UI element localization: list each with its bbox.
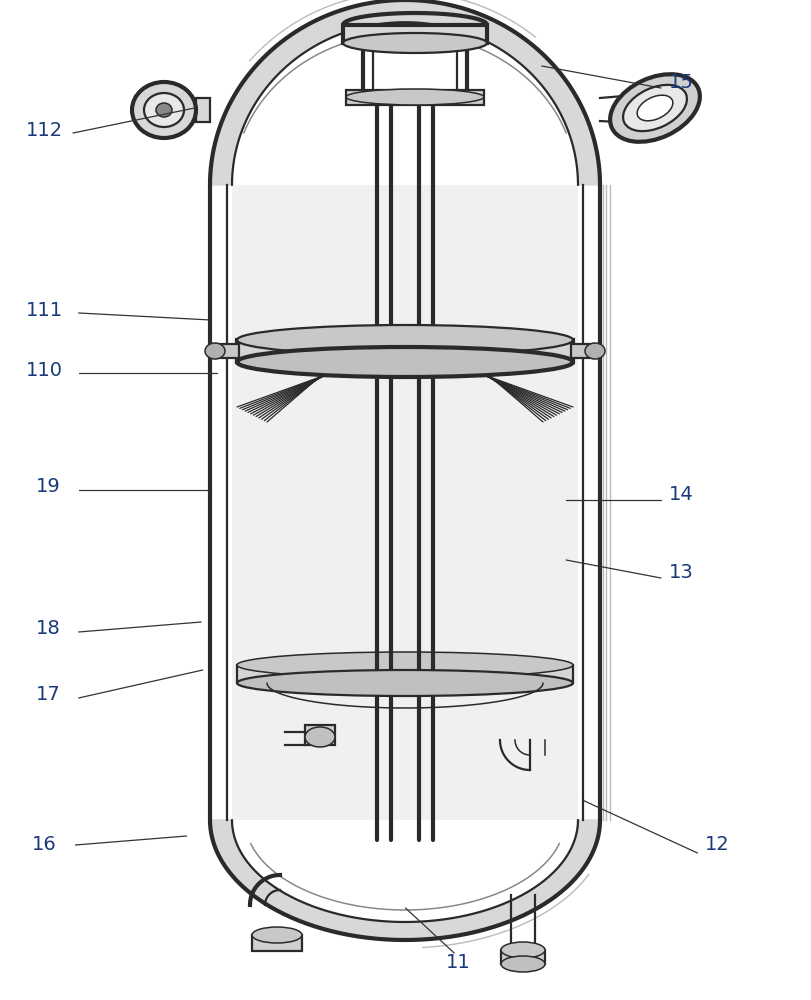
Ellipse shape xyxy=(205,343,225,359)
Ellipse shape xyxy=(637,95,673,121)
Text: 112: 112 xyxy=(26,120,63,139)
Bar xyxy=(305,725,335,745)
Polygon shape xyxy=(210,820,600,940)
Ellipse shape xyxy=(144,93,184,127)
Text: 18: 18 xyxy=(36,618,61,638)
Bar xyxy=(571,344,595,358)
Text: 17: 17 xyxy=(36,686,61,704)
Text: 111: 111 xyxy=(26,300,63,320)
Bar xyxy=(237,340,573,362)
Ellipse shape xyxy=(346,89,484,105)
Text: 16: 16 xyxy=(32,836,57,854)
Bar xyxy=(346,90,484,105)
Text: 110: 110 xyxy=(26,360,63,379)
Ellipse shape xyxy=(585,343,605,359)
Bar xyxy=(252,935,302,951)
Ellipse shape xyxy=(237,652,573,678)
Ellipse shape xyxy=(501,942,545,958)
Polygon shape xyxy=(210,0,600,185)
Ellipse shape xyxy=(501,956,545,972)
Ellipse shape xyxy=(237,670,573,696)
Bar xyxy=(215,344,239,358)
Text: 13: 13 xyxy=(669,562,693,582)
Text: 19: 19 xyxy=(36,478,61,496)
Ellipse shape xyxy=(305,727,335,747)
Ellipse shape xyxy=(132,82,196,138)
Bar xyxy=(237,665,573,683)
Text: 14: 14 xyxy=(669,486,693,504)
Bar xyxy=(501,950,545,964)
Ellipse shape xyxy=(156,103,172,117)
Bar xyxy=(196,98,210,122)
Text: 15: 15 xyxy=(669,73,693,92)
Ellipse shape xyxy=(252,927,302,943)
Bar xyxy=(210,185,600,820)
Ellipse shape xyxy=(343,33,487,53)
Ellipse shape xyxy=(237,325,573,355)
Ellipse shape xyxy=(237,347,573,377)
Text: 11: 11 xyxy=(446,954,470,972)
Text: 12: 12 xyxy=(706,836,730,854)
Ellipse shape xyxy=(610,74,700,142)
Bar xyxy=(232,185,578,820)
Bar xyxy=(343,25,487,43)
Ellipse shape xyxy=(623,85,687,131)
